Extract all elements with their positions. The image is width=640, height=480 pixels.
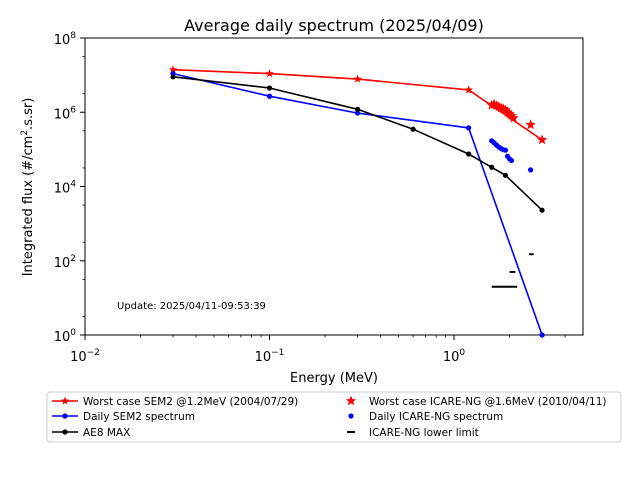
- dot-point: [170, 74, 176, 80]
- legend-swatch-dot: [62, 413, 68, 419]
- legend-item: AE8 MAX: [52, 427, 130, 439]
- star-point: [506, 110, 517, 121]
- y-axis-label: Integrated flux (#/cm2.s.sr): [20, 98, 36, 277]
- x-tick-label: 10−1: [255, 348, 285, 365]
- star-point: [500, 104, 511, 115]
- legend-swatch-star: [60, 396, 70, 405]
- series-1: [170, 70, 545, 338]
- dot-point: [354, 106, 361, 112]
- dot-point: [266, 93, 273, 99]
- legend-label: ICARE-NG lower limit: [369, 427, 479, 439]
- x-tick-label: 100: [443, 348, 466, 365]
- y-tick-label: 104: [54, 180, 77, 197]
- legend: Worst case SEM2 @1.2MeV (2004/07/29) Dail…: [46, 391, 622, 443]
- legend-item: ICARE-NG lower limit: [347, 427, 479, 439]
- star-point: [353, 74, 362, 83]
- series-layer: [168, 65, 548, 338]
- legend-label: Daily SEM2 spectrum: [83, 411, 195, 423]
- dot-point: [539, 332, 545, 338]
- x-tick-label: 10−2: [70, 348, 100, 365]
- series-4: [489, 138, 534, 173]
- dot-point: [354, 110, 361, 116]
- y-axis: 100 102 104 106 108: [54, 31, 85, 345]
- star-point: [488, 98, 500, 109]
- chart-title: Average daily spectrum (2025/04/09): [184, 16, 484, 35]
- legend-item: Worst case SEM2 @1.2MeV (2004/07/29): [52, 396, 298, 408]
- star-point: [464, 85, 473, 94]
- legend-swatch-star: [345, 395, 357, 406]
- legend-item: Worst case ICARE-NG @1.6MeV (2010/04/11): [345, 395, 607, 408]
- y-tick-label: 102: [54, 254, 76, 271]
- legend-label: Worst case SEM2 @1.2MeV (2004/07/29): [83, 396, 298, 408]
- y-tick-label: 108: [54, 31, 77, 48]
- series-2: [170, 74, 545, 213]
- dot-point: [508, 157, 515, 164]
- star-point: [536, 134, 548, 145]
- star-point: [504, 108, 515, 119]
- series-3: [486, 98, 548, 145]
- star-point: [265, 69, 274, 78]
- dot-point: [502, 147, 509, 153]
- plot-area: [84, 37, 584, 336]
- legend-label: Worst case ICARE-NG @1.6MeV (2010/04/11): [369, 396, 607, 408]
- legend-swatch-dot: [348, 413, 354, 419]
- legend-item: Daily ICARE-NG spectrum: [348, 411, 503, 423]
- legend-swatch-dot: [62, 429, 68, 435]
- star-point: [525, 119, 536, 130]
- dot-point: [539, 207, 545, 213]
- y-tick-label: 106: [54, 105, 77, 122]
- series-5: [491, 253, 534, 288]
- update-annotation: Update: 2025/04/11-09:53:39: [117, 301, 266, 312]
- x-axis-label: Energy (MeV): [290, 371, 378, 386]
- legend-item: Daily SEM2 spectrum: [52, 411, 195, 423]
- dot-point: [466, 125, 472, 131]
- dot-point: [527, 167, 534, 173]
- star-point: [168, 65, 178, 74]
- legend-label: AE8 MAX: [83, 427, 130, 439]
- plot-frame: [84, 37, 584, 336]
- dot-point: [410, 126, 416, 132]
- legend-frame: [46, 391, 622, 443]
- legend-label: Daily ICARE-NG spectrum: [369, 411, 503, 423]
- star-point: [508, 112, 519, 123]
- series-line: [172, 76, 543, 211]
- x-axis: 10−2 10−1 100: [70, 335, 566, 365]
- dot-point: [489, 164, 495, 170]
- y-tick-label: 100: [54, 328, 77, 345]
- dot-point: [266, 85, 273, 91]
- star-point: [502, 106, 513, 117]
- dot-point: [502, 172, 509, 178]
- dot-point: [466, 151, 472, 157]
